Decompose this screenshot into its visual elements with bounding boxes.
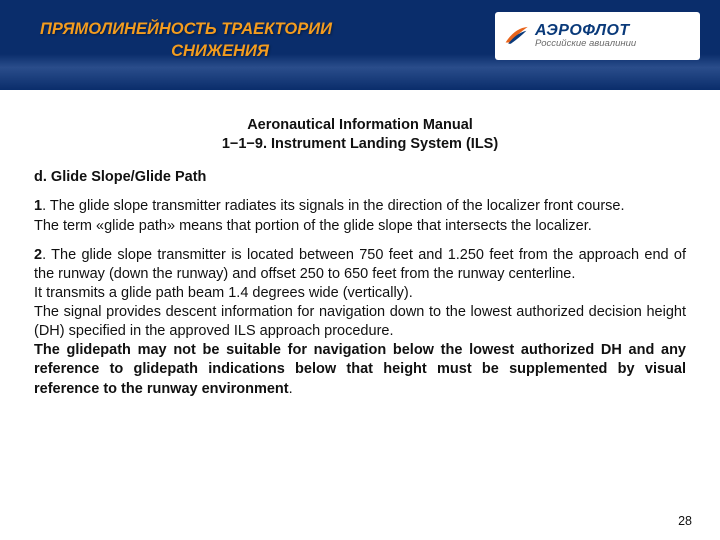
p2-text-b: It transmits a glide path beam 1.4 degre… (34, 285, 413, 301)
wing-icon (503, 23, 529, 49)
logo-main: АЭРОФЛОТ (535, 23, 636, 40)
logo-text: АЭРОФЛОТ Российские авиалинии (535, 23, 636, 50)
subheading: d. Glide Slope/Glide Path (34, 168, 686, 187)
content-area: Aeronautical Information Manual 1−1−9. I… (0, 90, 720, 399)
p2-text-d: The glidepath may not be suitable for na… (34, 342, 686, 396)
p2-text-c: The signal provides descent information … (34, 304, 686, 339)
logo-sub: Российские авиалинии (535, 39, 636, 49)
header-band: ПРЯМОЛИНЕЙНОСТЬ ТРАЕКТОРИИ СНИЖЕНИЯ АЭРО… (0, 0, 720, 90)
p2-number: 2 (34, 247, 42, 263)
title-line-1: ПРЯМОЛИНЕЙНОСТЬ ТРАЕКТОРИИ (40, 20, 332, 38)
p1-text-a: . The glide slope transmitter radiates i… (42, 198, 624, 214)
slide-title: ПРЯМОЛИНЕЙНОСТЬ ТРАЕКТОРИИ СНИЖЕНИЯ (40, 18, 400, 63)
p1-text-b: The term «glide path» means that portion… (34, 218, 592, 234)
p2-tail: . (289, 381, 293, 397)
title-line-2: СНИЖЕНИЯ (40, 40, 400, 62)
paragraph-1: 1. The glide slope transmitter radiates … (34, 197, 686, 235)
page-number: 28 (678, 514, 692, 528)
p1-number: 1 (34, 198, 42, 214)
document-heading: Aeronautical Information Manual 1−1−9. I… (34, 116, 686, 154)
p2-text-a: . The glide slope transmitter is located… (34, 247, 686, 282)
brand-logo: АЭРОФЛОТ Российские авиалинии (495, 12, 700, 60)
manual-title: Aeronautical Information Manual (34, 116, 686, 135)
paragraph-2: 2. The glide slope transmitter is locate… (34, 246, 686, 399)
section-title: 1−1−9. Instrument Landing System (ILS) (34, 135, 686, 154)
